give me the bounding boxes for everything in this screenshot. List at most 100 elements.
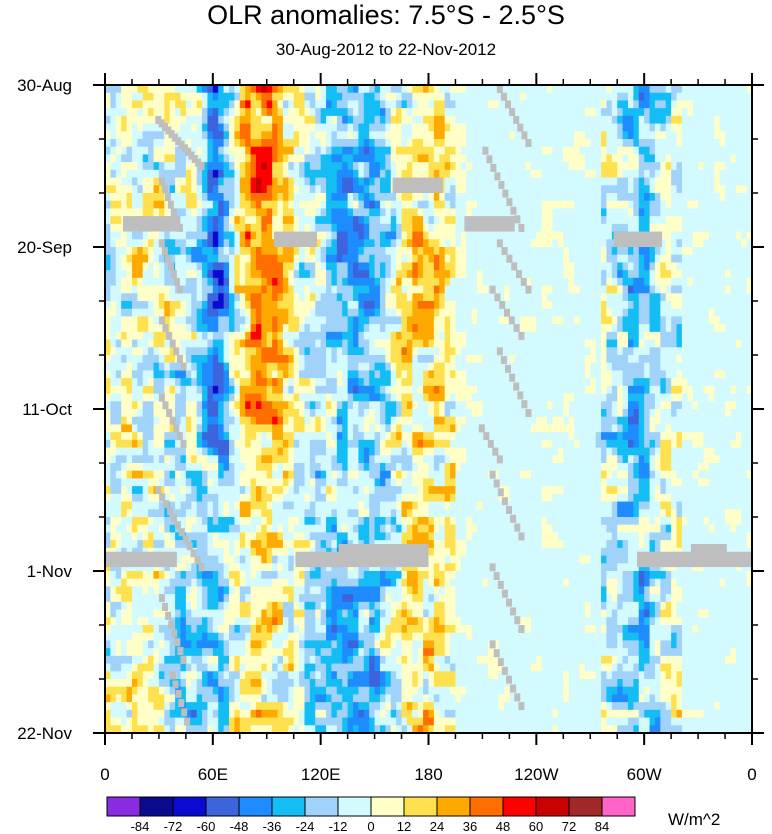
field-cell <box>131 85 138 94</box>
field-cell <box>735 355 742 364</box>
field-cell <box>746 393 753 402</box>
field-cell <box>574 231 581 240</box>
field-cell <box>320 139 327 148</box>
field-cell <box>520 177 527 186</box>
field-cell <box>423 331 430 341</box>
field-cell <box>342 308 349 318</box>
field-cell <box>439 355 446 364</box>
field-cell <box>175 293 182 302</box>
field-cell <box>455 370 462 379</box>
field-cell <box>304 262 311 271</box>
field-cell <box>525 154 532 163</box>
field-cell <box>218 185 225 194</box>
field-cell <box>654 123 661 132</box>
field-cell <box>606 92 613 102</box>
field-cell <box>315 216 322 225</box>
field-cell <box>202 285 209 294</box>
field-cell <box>153 100 160 109</box>
field-cell <box>266 285 273 294</box>
field-cell <box>196 123 203 132</box>
field-cell <box>374 139 381 148</box>
field-cell <box>714 385 721 395</box>
field-cell <box>547 316 554 325</box>
field-cell <box>304 301 311 310</box>
field-cell <box>649 146 656 156</box>
field-cell <box>450 223 457 233</box>
field-cell <box>347 277 354 287</box>
field-cell <box>627 270 634 279</box>
field-cell <box>331 131 338 140</box>
field-cell <box>611 385 618 395</box>
field-cell <box>185 308 192 318</box>
field-cell <box>353 231 360 240</box>
field-cell <box>601 254 608 264</box>
field-cell <box>223 285 230 294</box>
field-cell <box>719 146 726 156</box>
field-cell <box>622 85 629 94</box>
field-cell <box>692 223 699 233</box>
field-cell <box>606 108 613 117</box>
field-cell <box>601 355 608 364</box>
field-cell <box>282 200 289 210</box>
field-cell <box>390 162 397 171</box>
field-cell <box>385 223 392 233</box>
field-cell <box>671 254 678 264</box>
field-cell <box>568 223 575 233</box>
field-cell <box>185 293 192 302</box>
field-cell <box>455 277 462 287</box>
field-cell <box>110 108 117 117</box>
field-cell <box>735 385 742 395</box>
field-cell <box>423 193 430 202</box>
field-cell <box>649 85 656 94</box>
field-cell <box>110 123 117 132</box>
field-cell <box>611 370 618 379</box>
field-cell <box>390 200 397 210</box>
field-cell <box>735 324 742 333</box>
field-cell <box>288 200 295 210</box>
field-cell <box>255 239 262 248</box>
field-cell <box>110 169 117 179</box>
field-cell <box>606 293 613 302</box>
field-cell <box>466 262 473 271</box>
field-cell <box>255 115 262 125</box>
field-cell <box>234 308 241 318</box>
field-cell <box>185 270 192 279</box>
field-cell <box>584 100 591 109</box>
field-cell <box>309 131 316 140</box>
field-cell <box>374 277 381 287</box>
field-cell <box>185 231 192 240</box>
field-cell <box>563 223 570 233</box>
field-cell <box>536 285 543 294</box>
field-cell <box>590 308 597 318</box>
field-cell <box>412 347 419 356</box>
field-cell <box>326 200 333 210</box>
field-cell <box>741 301 748 310</box>
field-cell <box>115 355 122 364</box>
field-cell <box>601 85 608 94</box>
field-cell <box>617 393 624 402</box>
field-cell <box>714 339 721 348</box>
field-cell <box>175 316 182 325</box>
field-cell <box>487 339 494 348</box>
field-cell <box>590 355 597 364</box>
field-cell <box>730 131 737 140</box>
field-cell <box>293 370 300 379</box>
field-cell <box>520 370 527 379</box>
field-cell <box>121 370 128 379</box>
field-cell <box>320 231 327 240</box>
field-cell <box>584 254 591 264</box>
field-cell <box>277 223 284 233</box>
field-cell <box>590 162 597 171</box>
field-cell <box>282 308 289 318</box>
field-cell <box>369 216 376 225</box>
field-cell <box>105 308 111 318</box>
field-cell <box>299 115 306 125</box>
field-cell <box>390 362 397 372</box>
field-cell <box>202 193 209 202</box>
field-cell <box>336 239 343 248</box>
field-cell <box>606 355 613 364</box>
field-cell <box>725 385 732 395</box>
field-cell <box>175 254 182 264</box>
field-cell <box>396 324 403 333</box>
field-cell <box>450 208 457 217</box>
